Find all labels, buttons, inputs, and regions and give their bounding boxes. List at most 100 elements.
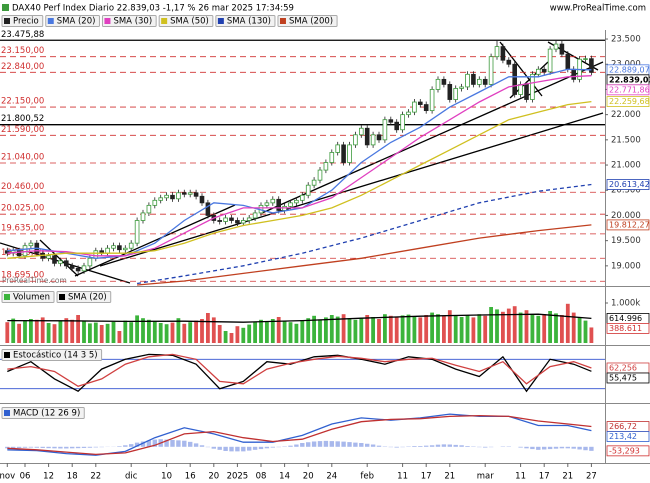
histogram-bar — [146, 440, 152, 447]
legend-label: Estocástico (14 3 5) — [13, 351, 98, 361]
title-icon — [2, 4, 9, 11]
candle-body — [69, 265, 75, 269]
legend-label: SMA (50) — [170, 17, 209, 27]
volume-bar — [158, 323, 163, 343]
candle-body — [193, 192, 199, 197]
value-box — [606, 84, 650, 96]
volume-bar — [117, 331, 122, 343]
x-tick-label: 11 — [397, 472, 408, 482]
volume-bar — [459, 317, 464, 343]
x-tick-label: 06 — [20, 472, 31, 482]
candle-body — [329, 152, 335, 163]
y-tick-label: 21.500 — [611, 135, 641, 145]
candle-body — [323, 162, 329, 171]
candle-body — [506, 59, 512, 65]
volume-bar — [129, 322, 134, 343]
y-tick-label: 20.500 — [611, 186, 641, 196]
level-label: 22.840,00 — [1, 62, 44, 72]
candle-body — [541, 68, 547, 73]
histogram-bar — [429, 445, 435, 447]
level-label: 21.590,00 — [1, 125, 44, 135]
candle-body — [205, 202, 211, 216]
candle-body — [530, 73, 535, 100]
volume-bar — [353, 319, 358, 343]
histogram-bar — [453, 444, 458, 447]
histogram-bar — [370, 444, 376, 447]
histogram-bar — [347, 442, 352, 447]
legend-box — [158, 15, 214, 27]
volume-bar — [589, 327, 594, 343]
volume-bar — [442, 315, 446, 343]
volume-bar — [288, 322, 293, 343]
volume-bar — [483, 315, 488, 343]
candle-body — [476, 78, 482, 85]
x-tick-label: 08 — [256, 472, 267, 482]
candle-body — [471, 73, 476, 85]
volume-bar — [436, 314, 440, 343]
volume-bar — [512, 306, 517, 343]
x-tick-label: 11 — [515, 472, 526, 482]
volume-bar — [270, 319, 275, 343]
x-tick-label: 21 — [562, 472, 573, 482]
x-tick-label: 17 — [421, 472, 432, 482]
candle-body — [93, 250, 99, 259]
x-tick-label: 21 — [444, 472, 455, 482]
candle-body — [235, 220, 240, 224]
histogram-bar — [583, 446, 588, 451]
volume-bar — [383, 314, 387, 343]
volume-bar — [377, 319, 381, 343]
candle-body — [370, 134, 376, 146]
volume-bar — [241, 327, 246, 343]
histogram-bar — [217, 446, 222, 450]
level-label: 20.025,00 — [1, 204, 44, 214]
y-tick-label: 19.000 — [611, 261, 641, 271]
level-label: 20.460,00 — [1, 182, 44, 192]
volume-bar — [560, 315, 564, 343]
candle-body — [358, 127, 364, 136]
candle-body — [240, 220, 246, 224]
histogram-bar — [294, 444, 299, 447]
candle-body — [335, 144, 340, 153]
histogram-bar — [447, 444, 452, 447]
y-tick-label: 22.000 — [611, 110, 641, 120]
histogram-bar — [412, 446, 417, 447]
value-label: 388.611 — [609, 324, 642, 333]
candle-body — [536, 68, 541, 75]
value-label: -53,293 — [609, 446, 640, 455]
histogram-bar — [199, 445, 205, 447]
volume-bar — [176, 318, 181, 343]
candle-body — [140, 212, 146, 221]
volume-bar — [412, 316, 417, 343]
candle-body — [565, 53, 571, 70]
series-line — [7, 75, 592, 257]
volume-bar — [329, 315, 334, 343]
level-label: 19.635,00 — [1, 223, 44, 233]
candle-body — [152, 199, 158, 206]
candle-body — [417, 101, 423, 105]
candle-body — [164, 194, 169, 199]
level-label: 21.800,52 — [1, 114, 44, 124]
histogram-bar — [247, 446, 252, 451]
volume-bar — [371, 317, 375, 343]
volume-bar — [306, 318, 311, 343]
legend-swatch — [59, 294, 66, 300]
x-tick-label: 14 — [279, 472, 290, 482]
legend-swatch — [4, 352, 10, 358]
histogram-bar — [459, 445, 464, 447]
level-label: 18.695,00 — [1, 271, 44, 281]
volume-bar — [453, 315, 458, 343]
volume-bar — [554, 313, 558, 343]
volume-bar — [29, 319, 33, 343]
candle-body — [123, 247, 128, 251]
candle-body — [146, 204, 152, 214]
volume-bar — [235, 326, 240, 343]
candle-body — [111, 245, 116, 249]
candle-body — [128, 242, 134, 249]
volume-bar — [200, 319, 204, 343]
histogram-bar — [311, 441, 317, 447]
candle-body — [447, 84, 453, 100]
x-tick-label: feb — [360, 472, 374, 482]
value-label: 614.996 — [609, 314, 642, 323]
histogram-bar — [152, 439, 157, 447]
